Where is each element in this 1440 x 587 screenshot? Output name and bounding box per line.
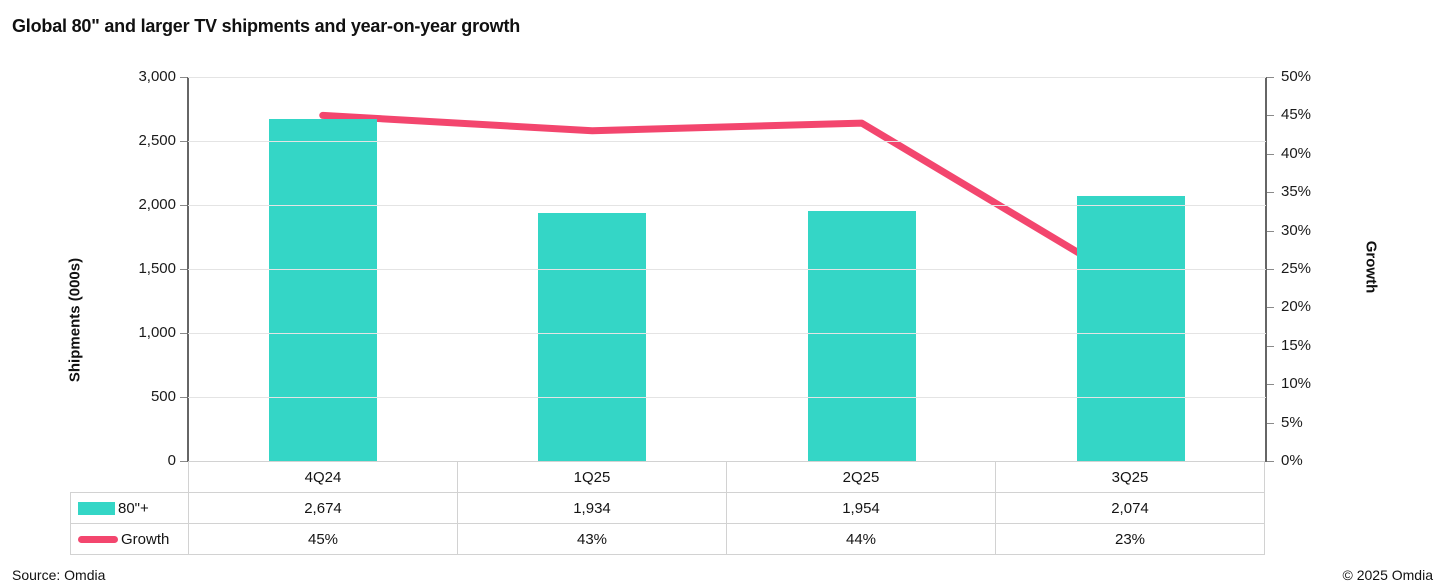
right-axis-tick-label: 35% xyxy=(1281,183,1312,201)
left-axis-tick-label: 3,000 xyxy=(138,68,176,85)
right-axis-tick-label: 40% xyxy=(1281,144,1312,162)
left-axis-tick xyxy=(180,205,187,206)
bar-4Q24 xyxy=(268,118,377,461)
category-cell-2Q25: 2Q25 xyxy=(726,461,996,493)
right-axis-tick-label: 20% xyxy=(1281,298,1312,316)
legend-cell-bar: 80"+ xyxy=(70,492,189,524)
left-axis-tick xyxy=(180,397,187,398)
right-axis-tick-label: 25% xyxy=(1281,260,1312,277)
right-axis-tick xyxy=(1267,345,1274,347)
growth-line-layer xyxy=(319,111,1135,288)
category-cell-3Q25: 3Q25 xyxy=(995,461,1265,493)
right-axis-line xyxy=(1265,77,1267,462)
table-row-growth: Growth 45% 43% 44% 23% xyxy=(70,523,1265,555)
left-axis-tick xyxy=(180,269,187,270)
value-cell-2Q25-growth: 44% xyxy=(726,523,996,555)
bar-3Q25 xyxy=(1077,195,1186,461)
gridline xyxy=(188,141,1266,142)
source-note: Source: Omdia xyxy=(12,567,106,583)
value-cell-3Q25-shipments: 2,074 xyxy=(995,492,1265,524)
value-cell-1Q25-shipments: 1,934 xyxy=(457,492,727,524)
right-axis-tick xyxy=(1267,230,1274,232)
bar-2Q25 xyxy=(807,210,916,461)
value-cell-3Q25-growth: 23% xyxy=(995,523,1265,555)
data-table: 4Q24 1Q25 2Q25 3Q25 80"+ 2,674 1,934 1,954 2,074… xyxy=(70,461,1265,555)
value-cell-1Q25-growth: 43% xyxy=(457,523,727,555)
right-axis-tick-label: 15% xyxy=(1281,336,1312,354)
right-axis-tick xyxy=(1267,115,1274,117)
right-axis-tick xyxy=(1267,422,1274,424)
right-axis-tick-label: 50% xyxy=(1281,68,1312,85)
left-axis-tick-label: 500 xyxy=(150,388,176,405)
category-cell-1Q25: 1Q25 xyxy=(457,461,727,493)
chart-title: Global 80" and larger TV shipments and y… xyxy=(12,16,521,36)
right-axis-tick-label: 0% xyxy=(1281,452,1303,469)
right-axis-tick-label: 45% xyxy=(1281,106,1312,124)
right-axis-tick xyxy=(1267,192,1274,194)
legend-label: Growth xyxy=(121,530,170,548)
left-axis-tick xyxy=(180,461,187,462)
gridline xyxy=(188,77,1266,78)
gridline xyxy=(188,397,1266,398)
legend-label: 80"+ xyxy=(118,499,149,517)
left-axis-tick-label: 0 xyxy=(167,452,176,469)
right-axis-tick xyxy=(1267,461,1274,462)
right-axis-tick-label: 5% xyxy=(1281,413,1303,431)
table-row-shipments: 80"+ 2,674 1,934 1,954 2,074 xyxy=(70,492,1265,524)
legend-entry: 80"+ xyxy=(71,500,188,517)
right-axis-tick xyxy=(1267,153,1274,155)
right-axis-tick xyxy=(1267,269,1274,270)
right-axis-tick xyxy=(1267,307,1274,309)
bar-1Q25 xyxy=(538,213,647,461)
gridline xyxy=(188,205,1266,206)
left-axis-tick xyxy=(180,333,187,334)
right-axis-tick-label: 30% xyxy=(1281,221,1312,239)
growth-line xyxy=(319,111,1135,288)
legend-entry: Growth xyxy=(71,531,188,548)
category-cell-4Q24: 4Q24 xyxy=(188,461,458,493)
left-axis-tick xyxy=(180,77,187,78)
legend-cell-line: Growth xyxy=(70,523,189,555)
left-axis-tick-label: 2,000 xyxy=(138,196,176,213)
right-axis-tick xyxy=(1267,384,1274,386)
line-legend-swatch xyxy=(78,535,118,543)
right-axis-tick xyxy=(1267,77,1274,78)
left-axis-tick-label: 1,000 xyxy=(138,324,176,341)
bar-legend-swatch xyxy=(78,501,115,515)
gridline xyxy=(188,333,1266,334)
gridline xyxy=(188,269,1266,270)
copyright-note: © 2025 Omdia xyxy=(1342,567,1433,583)
value-cell-4Q24-growth: 45% xyxy=(188,523,458,555)
value-cell-4Q24-shipments: 2,674 xyxy=(188,492,458,524)
right-axis-title: Growth xyxy=(1362,240,1380,294)
plot-area xyxy=(188,77,1266,461)
left-axis-tick-label: 2,500 xyxy=(138,132,176,149)
table-header-row: 4Q24 1Q25 2Q25 3Q25 xyxy=(71,461,1265,493)
left-axis-tick xyxy=(180,141,187,142)
value-cell-2Q25-shipments: 1,954 xyxy=(726,492,996,524)
left-axis-tick-label: 1,500 xyxy=(138,260,176,277)
right-axis-tick-label: 10% xyxy=(1281,375,1312,393)
